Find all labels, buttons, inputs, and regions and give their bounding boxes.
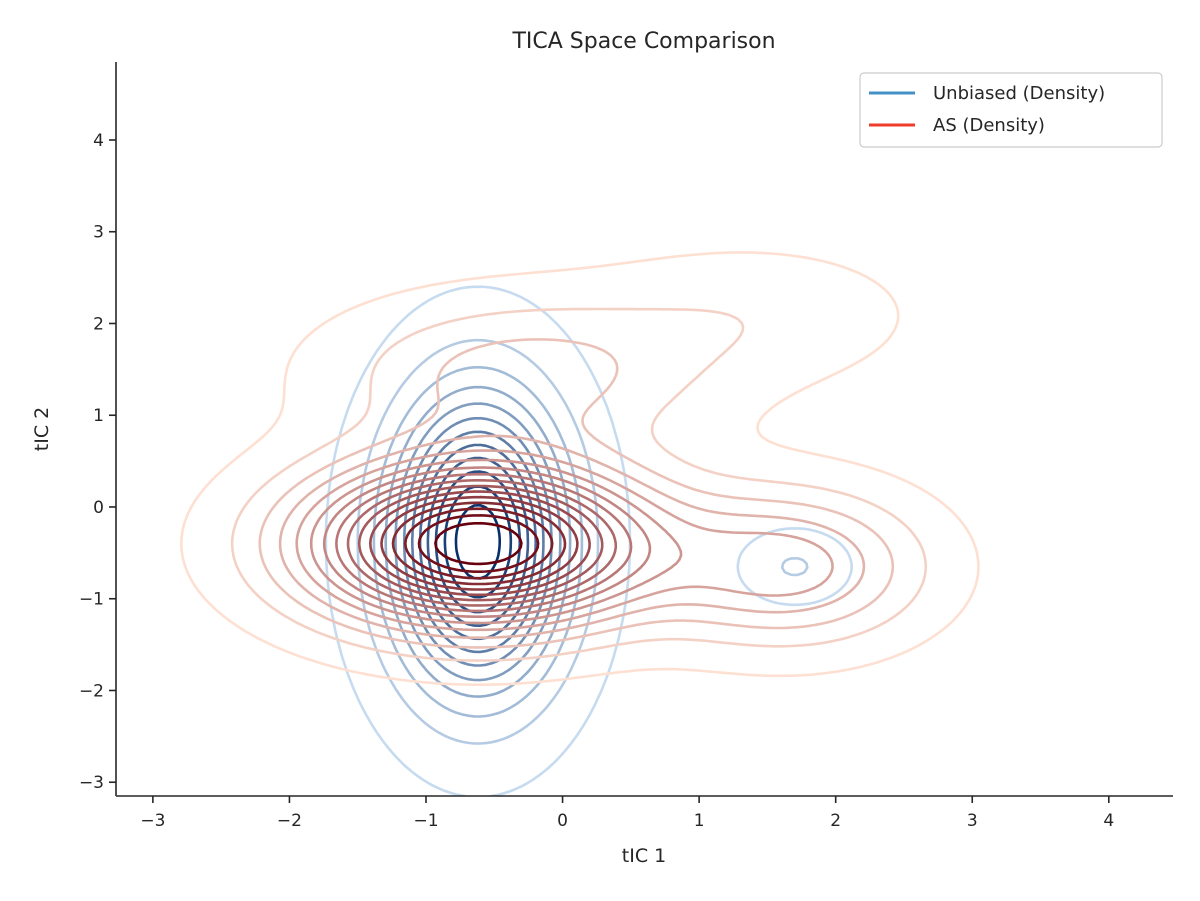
contour-level	[434, 521, 523, 566]
contour-level	[369, 490, 591, 597]
contour-level	[335, 472, 633, 613]
contour-level	[324, 285, 853, 796]
chart-title: TICA Space Comparison	[511, 29, 775, 54]
x-tick-label: 0	[557, 811, 568, 831]
contour-level	[322, 466, 652, 618]
contour-level	[278, 434, 866, 639]
contour-level	[295, 449, 834, 632]
y-tick-label: 2	[93, 314, 104, 334]
contour-level	[309, 458, 683, 625]
x-tick-label: 3	[967, 811, 978, 831]
y-axis-label: tIC 2	[31, 407, 53, 451]
contour-level	[380, 495, 579, 591]
contour-level	[404, 507, 554, 580]
contour-level	[346, 479, 618, 607]
legend-label-unbiased: Unbiased (Density)	[933, 83, 1105, 104]
x-tick-label: 1	[694, 811, 705, 831]
contour-level	[230, 307, 928, 662]
contour-level	[180, 251, 980, 686]
x-tick-label: −2	[277, 811, 302, 831]
y-tick-label: −3	[79, 773, 104, 793]
y-tick-label: 4	[93, 131, 104, 151]
x-tick-label: 2	[830, 811, 841, 831]
x-tick-label: −1	[413, 811, 438, 831]
x-axis-ticks: −3 −2 −1 0 1 2 3 4	[140, 796, 1114, 831]
contour-level	[258, 338, 895, 649]
y-tick-label: −1	[79, 590, 104, 610]
contour-level	[391, 501, 567, 586]
x-tick-label: −3	[140, 811, 165, 831]
y-tick-label: 1	[93, 406, 104, 426]
y-axis-ticks: −3 −2 −1 0 1 2 3 4	[79, 131, 116, 793]
y-tick-label: −2	[79, 681, 104, 701]
contour-layer	[180, 251, 980, 796]
y-tick-label: 0	[93, 498, 104, 518]
contour-level	[372, 366, 584, 718]
legend: Unbiased (Density) AS (Density)	[859, 72, 1163, 148]
contour-series-1	[180, 251, 980, 686]
legend-box	[859, 72, 1163, 148]
x-axis-label: tIC 1	[622, 845, 666, 867]
contour-level	[417, 514, 540, 573]
x-tick-label: 4	[1103, 811, 1114, 831]
contour-level	[357, 484, 604, 602]
legend-label-as: AS (Density)	[933, 115, 1045, 136]
y-tick-label: 3	[93, 223, 104, 243]
